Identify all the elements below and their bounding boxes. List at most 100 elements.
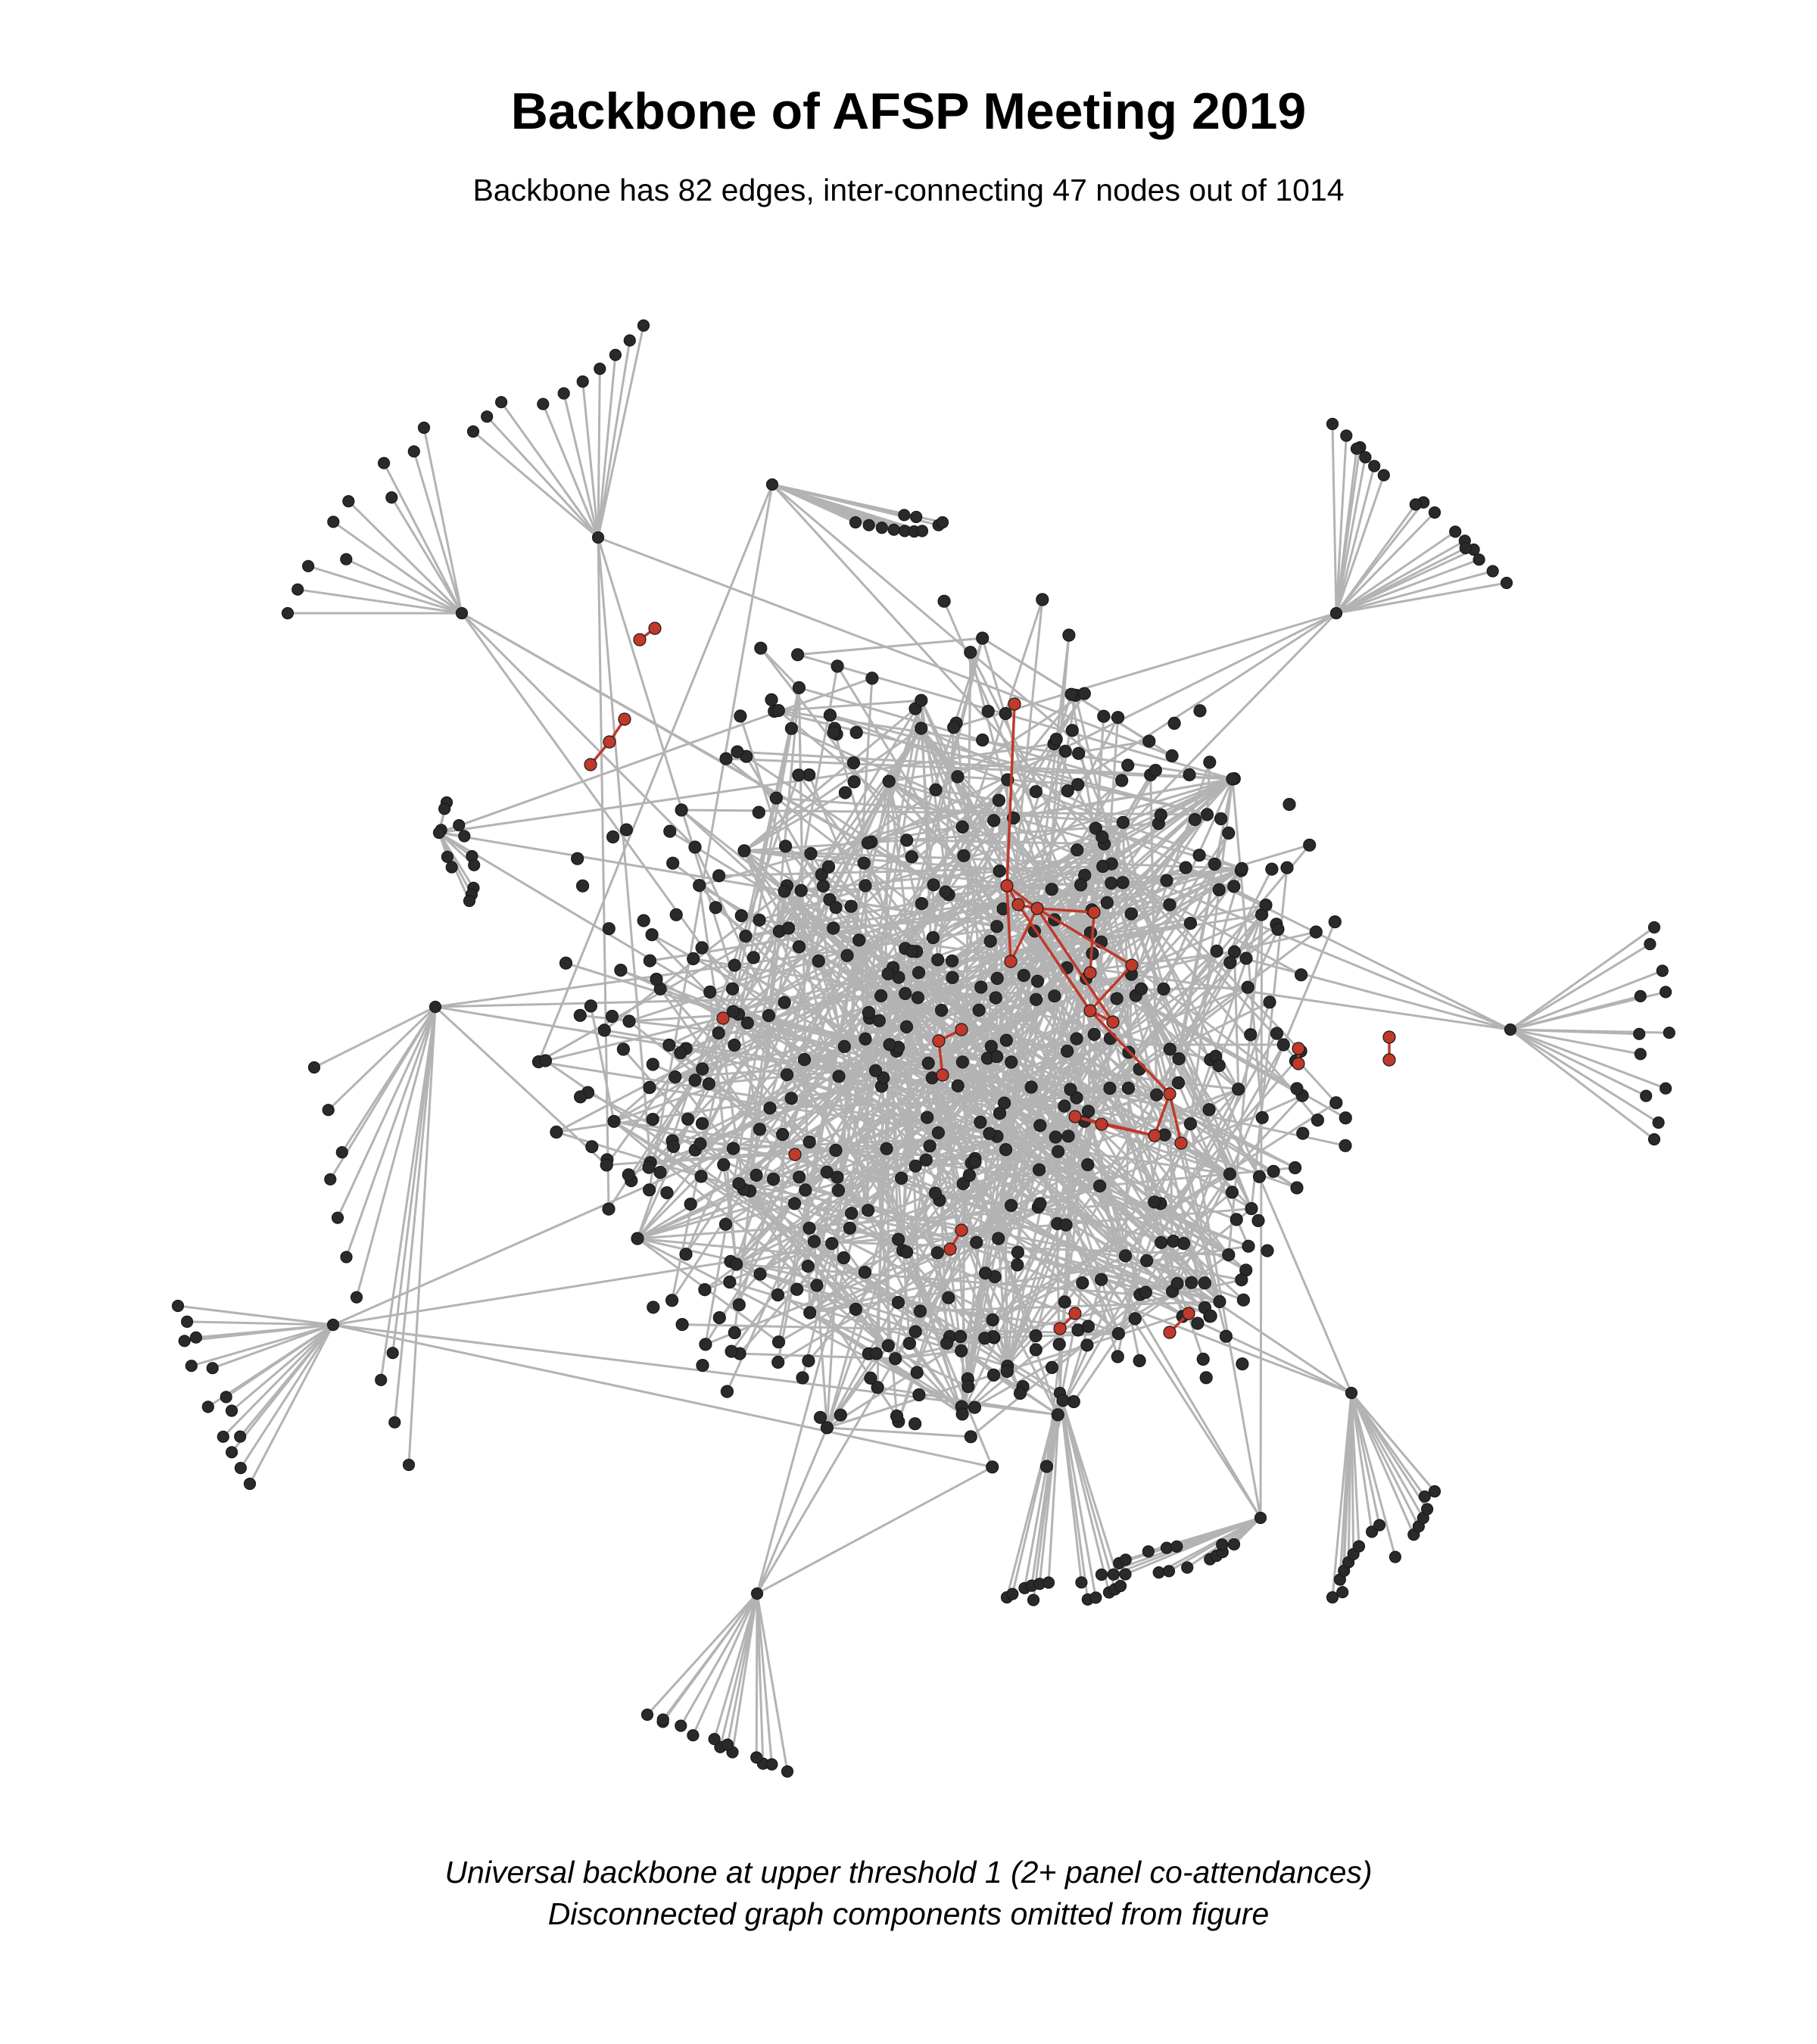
graph-node <box>614 963 628 977</box>
graph-node <box>771 1335 786 1349</box>
graph-node <box>729 1257 743 1271</box>
graph-node <box>999 1142 1013 1157</box>
graph-edge <box>1350 1392 1420 1527</box>
graph-node <box>921 1111 934 1124</box>
graph-edge <box>1510 995 1641 1031</box>
graph-edge <box>681 809 786 893</box>
graph-node <box>1167 716 1181 731</box>
backbone-node <box>788 1148 802 1161</box>
graph-edge <box>755 1593 759 1758</box>
graph-edge <box>1510 1028 1640 1036</box>
graph-node <box>1071 777 1085 791</box>
graph-node <box>955 1407 969 1421</box>
graph-node <box>981 704 995 718</box>
graph-node <box>890 1409 904 1423</box>
graph-hub-node <box>591 531 605 544</box>
graph-node <box>712 1310 726 1325</box>
graph-node <box>1011 1258 1024 1272</box>
graph-node <box>385 491 398 504</box>
graph-edge <box>951 960 999 1137</box>
graph-node <box>1265 862 1279 876</box>
graph-node <box>1373 1519 1386 1531</box>
graph-node <box>1181 1561 1194 1574</box>
graph-node <box>862 519 875 531</box>
backbone-node <box>1004 955 1018 968</box>
graph-node <box>1352 1540 1366 1553</box>
backbone-node <box>1382 1030 1396 1044</box>
graph-node <box>181 1315 194 1329</box>
graph-node <box>1115 774 1129 787</box>
graph-node <box>1239 952 1253 965</box>
backbone-node <box>716 1011 730 1025</box>
backbone-node <box>1030 902 1044 915</box>
graph-node <box>1473 553 1485 566</box>
graph-node <box>1170 1540 1183 1553</box>
graph-node <box>1049 732 1063 746</box>
graph-edge <box>786 1073 939 1254</box>
graph-node <box>726 1005 740 1018</box>
graph-node <box>1199 1371 1213 1385</box>
graph-edge <box>460 612 986 1339</box>
graph-edge <box>581 381 600 538</box>
graph-node <box>622 1014 636 1028</box>
graph-node <box>976 631 990 645</box>
graph-hub-node <box>1329 606 1343 620</box>
graph-node <box>837 1251 851 1265</box>
graph-edge <box>597 536 1173 757</box>
graph-node <box>999 706 1012 721</box>
graph-node <box>642 1161 656 1174</box>
graph-node <box>861 1204 875 1217</box>
graph-node <box>1263 996 1276 1009</box>
graph-edge <box>704 891 786 1345</box>
graph-node <box>754 641 768 655</box>
graph-node <box>375 1373 388 1387</box>
graph-node <box>1276 1038 1290 1052</box>
backbone-node <box>955 1023 968 1036</box>
graph-node <box>792 681 806 695</box>
graph-node <box>934 1003 949 1017</box>
graph-node <box>990 971 1004 986</box>
graph-node <box>845 1207 859 1220</box>
graph-node <box>669 1070 682 1084</box>
graph-node <box>1183 768 1196 782</box>
graph-edge <box>1350 1392 1425 1519</box>
graph-node <box>1225 1186 1239 1199</box>
graph-edge <box>177 1304 334 1326</box>
graph-node <box>951 1079 965 1093</box>
graph-node <box>1062 628 1076 642</box>
graph-node <box>681 1112 695 1126</box>
graph-node <box>573 1008 587 1022</box>
graph-node <box>908 1417 922 1431</box>
graph-edge <box>997 1238 1037 1337</box>
graph-node <box>712 869 726 883</box>
graph-node <box>793 1170 806 1184</box>
graph-edge <box>597 537 749 1024</box>
graph-edge <box>1176 1516 1261 1548</box>
graph-node <box>619 823 634 837</box>
graph-node <box>646 1112 659 1126</box>
graph-node <box>388 1416 401 1429</box>
graph-node <box>698 1282 712 1297</box>
graph-edge <box>681 809 1208 816</box>
graph-node <box>804 846 818 861</box>
graph-hub-node <box>765 478 779 491</box>
graph-node <box>753 1123 767 1136</box>
graph-edge <box>637 1237 844 1259</box>
graph-edge <box>1510 1028 1647 1097</box>
graph-edge <box>544 1059 1059 1416</box>
graph-node <box>1110 992 1124 1005</box>
graph-node <box>386 1347 399 1360</box>
graph-node <box>765 693 778 706</box>
backbone-node <box>1163 1087 1177 1101</box>
graph-edge <box>1189 1123 1262 1519</box>
graph-node <box>787 1197 802 1211</box>
graph-node <box>803 1135 816 1149</box>
backbone-node <box>1106 1015 1120 1029</box>
graph-edge <box>662 1593 759 1721</box>
graph-node <box>662 1038 676 1052</box>
graph-node <box>1267 1164 1280 1178</box>
graph-node <box>1070 1032 1083 1045</box>
graph-node <box>1252 1170 1267 1183</box>
graph-node <box>799 1183 812 1197</box>
